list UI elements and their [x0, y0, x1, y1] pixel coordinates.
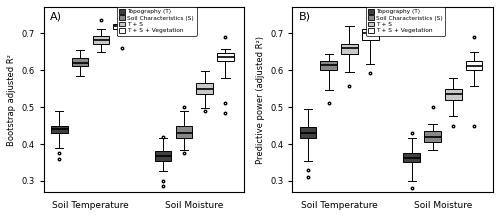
PathPatch shape [51, 126, 68, 133]
PathPatch shape [176, 126, 192, 138]
PathPatch shape [196, 83, 213, 94]
PathPatch shape [445, 89, 462, 100]
PathPatch shape [72, 58, 88, 66]
Y-axis label: Bootstrap adjusted R²: Bootstrap adjusted R² [7, 54, 16, 146]
PathPatch shape [217, 53, 234, 61]
PathPatch shape [424, 131, 441, 142]
PathPatch shape [320, 61, 337, 70]
Text: B): B) [298, 11, 310, 21]
PathPatch shape [362, 29, 378, 40]
PathPatch shape [341, 44, 358, 54]
PathPatch shape [404, 153, 420, 163]
Y-axis label: Predictive power (adjusted R²): Predictive power (adjusted R²) [256, 36, 264, 164]
PathPatch shape [466, 61, 482, 70]
PathPatch shape [92, 36, 109, 44]
PathPatch shape [114, 24, 130, 29]
Legend: Topography (T), Soil Characteristics (S), T + S, T + S + Vegetation: Topography (T), Soil Characteristics (S)… [366, 7, 445, 36]
Text: A): A) [50, 11, 62, 21]
Legend: Topography (T), Soil Characteristics (S), T + S, T + S + Vegetation: Topography (T), Soil Characteristics (S)… [117, 7, 196, 36]
PathPatch shape [300, 127, 316, 138]
PathPatch shape [155, 151, 172, 161]
